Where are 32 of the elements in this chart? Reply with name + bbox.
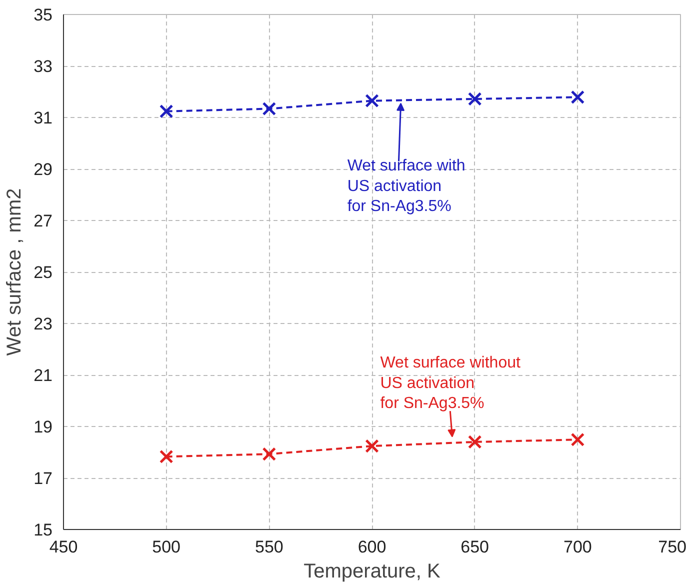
y-tick-label: 33	[34, 57, 53, 76]
y-axis-title: Wet surface , mm2	[4, 188, 26, 356]
point	[262, 102, 276, 116]
y-tick-label: 19	[34, 418, 53, 436]
y-tick-label: 31	[34, 108, 53, 128]
x-tick-label: 750	[658, 538, 686, 556]
point	[365, 439, 379, 453]
x-tick-label: 500	[152, 538, 181, 556]
point	[262, 447, 276, 461]
point	[468, 435, 482, 449]
y-tick-label: 29	[34, 160, 53, 179]
x-axis-title: Temperature, K	[304, 560, 442, 582]
annotation: Wet surface without US activation for Sn-Ag3.5%	[380, 354, 521, 412]
x-tick-label: 450	[49, 538, 78, 556]
y-tick-label: 27	[34, 212, 53, 230]
x-tick-label: 650	[460, 538, 490, 556]
x-tick-label: 700	[563, 538, 592, 556]
y-tick-label: 15	[34, 520, 53, 540]
point	[365, 94, 379, 108]
y-tick-label: 23	[34, 314, 53, 334]
y-tick-label: 17	[34, 469, 53, 488]
point	[570, 432, 585, 447]
y-tick-label: 21	[34, 366, 53, 385]
point	[468, 92, 482, 106]
annotation: Wet surface with US activation for Sn-Ag3.5%	[347, 157, 466, 216]
y-tick-label: 25	[34, 263, 53, 282]
point	[570, 90, 585, 104]
point	[159, 104, 174, 118]
y-tick-label: 35	[34, 6, 53, 24]
point	[159, 450, 174, 464]
x-tick-label: 600	[358, 538, 386, 556]
x-tick-label: 550	[254, 538, 284, 556]
